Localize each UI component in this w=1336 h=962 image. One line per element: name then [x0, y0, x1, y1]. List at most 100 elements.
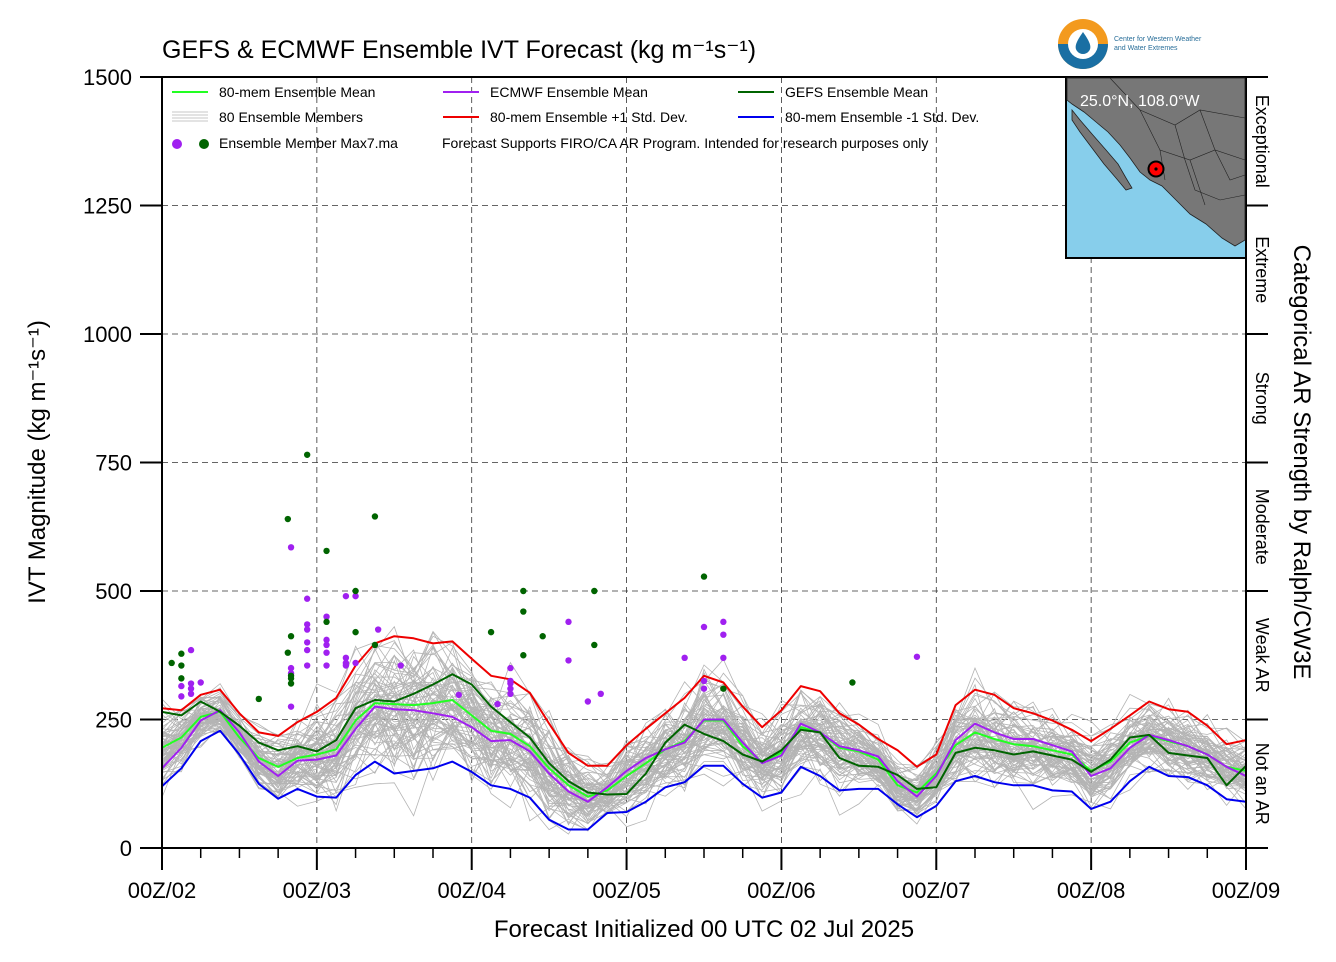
ecmwf-max-point — [303, 646, 311, 654]
ecmwf-max-point — [720, 618, 727, 626]
legend-note: Forecast Supports FIRO/CA AR Program. In… — [442, 135, 928, 151]
ecmwf-max-point — [494, 700, 501, 708]
legend-label-max-points: Ensemble Member Max7.ma — [219, 135, 398, 151]
legend-dot-gefs — [199, 139, 209, 149]
gefs-max-point — [287, 633, 295, 640]
ecmwf-max-point — [700, 623, 708, 631]
gefs-max-point — [352, 628, 359, 636]
cw3e-logo: Center for Western Weather and Water Ext… — [1058, 19, 1202, 69]
ensemble-member-line — [162, 706, 1246, 832]
ecmwf-max-point — [187, 680, 195, 687]
gefs-max-point — [178, 650, 185, 657]
ecmwf-max-point — [303, 621, 311, 628]
x-tick-label: 00Z/02 — [128, 878, 197, 903]
gefs-max-point — [591, 641, 598, 649]
plus-std-line — [162, 635, 1246, 768]
ensemble-member-line — [162, 714, 1246, 835]
legend-label-ecmwf-mean: ECMWF Ensemble Mean — [490, 84, 648, 100]
category-label: Extreme — [1252, 236, 1272, 303]
gefs-max-point — [539, 633, 546, 640]
legend-swatch-members — [172, 111, 208, 122]
ensemble-member-line — [162, 702, 1246, 813]
ecmwf-max-point — [700, 677, 708, 685]
ecmwf-max-point — [342, 659, 350, 667]
gefs-max-point — [303, 451, 311, 458]
gefs-max-point — [352, 587, 359, 595]
location-inset-map: 25.0°N, 108.0°W — [1065, 76, 1247, 259]
axes: 0 250 500 750 1000 1250 1500 00Z/02 00Z/03 00Z/04… — [83, 65, 1280, 903]
ecmwf-max-point — [455, 691, 463, 699]
x-tick-label: 00Z/04 — [437, 878, 506, 903]
logo-text-line2: and Water Extremes — [1114, 45, 1178, 52]
ecmwf-max-point — [397, 662, 404, 669]
category-label: Weak AR — [1252, 618, 1272, 693]
gefs-max-point — [287, 680, 295, 687]
ecmwf-max-point — [700, 685, 708, 692]
gefs-max-point — [520, 652, 527, 659]
y-tick-label: 750 — [95, 451, 132, 476]
ecmwf-max-point — [323, 649, 330, 656]
ecmwf-max-point — [178, 682, 185, 690]
y-tick-label: 0 — [120, 836, 132, 861]
gefs-max-point — [323, 547, 330, 555]
ecmwf-max-point — [681, 654, 688, 662]
ecmwf-max-point — [287, 544, 295, 551]
gefs-max-point — [720, 685, 727, 692]
gefs-max-point — [284, 515, 292, 523]
minus-std-line — [162, 729, 1246, 831]
ecmwf-max-point — [507, 685, 514, 692]
x-tick-label: 00Z/06 — [747, 878, 816, 903]
legend-label-minus-std: 80-mem Ensemble -1 Std. Dev. — [785, 109, 979, 125]
legend: 80-mem Ensemble Mean ECMWF Ensemble Mean… — [172, 84, 979, 151]
legend-dot-ecmwf — [172, 139, 182, 149]
ecmwf-max-point — [178, 693, 185, 700]
x-tick-label: 00Z/03 — [283, 878, 352, 903]
y-tick-label: 1500 — [83, 65, 132, 90]
category-label: Exceptional — [1252, 95, 1272, 188]
ecmwf-max-point — [303, 595, 311, 602]
ecmwf-max-point — [303, 662, 311, 669]
ensemble-series — [162, 635, 1246, 831]
ecmwf-max-point — [913, 653, 921, 660]
right-axis-title: Categorical AR Strength by Ralph/CW3E — [1288, 245, 1315, 680]
legend-label-ens-mean: 80-mem Ensemble Mean — [219, 84, 375, 100]
ecmwf-max-point — [584, 698, 592, 705]
ensemble-member-line — [162, 700, 1246, 826]
ecmwf-max-point — [597, 690, 604, 697]
ecmwf-max-point — [507, 664, 514, 672]
gefs-mean-line — [162, 673, 1246, 796]
ensemble-member-line — [162, 720, 1246, 818]
gefs-max-point — [371, 641, 379, 649]
ecmwf-max-point — [507, 677, 514, 685]
gefs-max-point — [323, 618, 330, 626]
logo-text-line1: Center for Western Weather — [1114, 36, 1202, 43]
gefs-max-point — [520, 587, 527, 595]
ecmwf-max-point — [187, 646, 195, 654]
ecmwf-max-point — [187, 685, 195, 692]
ecmwf-max-point — [507, 690, 514, 697]
ecmwf-max-point — [287, 703, 295, 710]
gefs-max-point — [168, 659, 175, 667]
y-axis-title: IVT Magnitude (kg m⁻¹s⁻¹) — [24, 320, 51, 604]
ecmwf-max-point — [342, 654, 350, 662]
gefs-max-point — [287, 672, 295, 680]
ecmwf-max-point — [303, 639, 311, 646]
ecmwf-max-point — [565, 657, 572, 664]
x-tick-label: 00Z/07 — [902, 878, 971, 903]
gefs-max-point — [487, 628, 495, 636]
x-tick-label: 00Z/08 — [1057, 878, 1126, 903]
ecmwf-max-point — [374, 626, 382, 633]
water-drop-icon — [1075, 32, 1091, 54]
ecmwf-max-point — [323, 662, 330, 669]
inset-location-label: 25.0°N, 108.0°W — [1080, 93, 1200, 110]
gefs-max-point — [520, 608, 527, 615]
ecmwf-max-point — [187, 690, 195, 697]
ecmwf-max-point — [565, 618, 572, 626]
ensemble-member-line — [162, 699, 1246, 818]
gefs-max-point — [178, 675, 185, 682]
ensemble-member-line — [162, 646, 1246, 786]
gefs-max-point — [255, 695, 262, 703]
ensemble-member-line — [162, 693, 1246, 800]
legend-label-members: 80 Ensemble Members — [219, 109, 363, 125]
y-tick-label: 1000 — [83, 322, 132, 347]
